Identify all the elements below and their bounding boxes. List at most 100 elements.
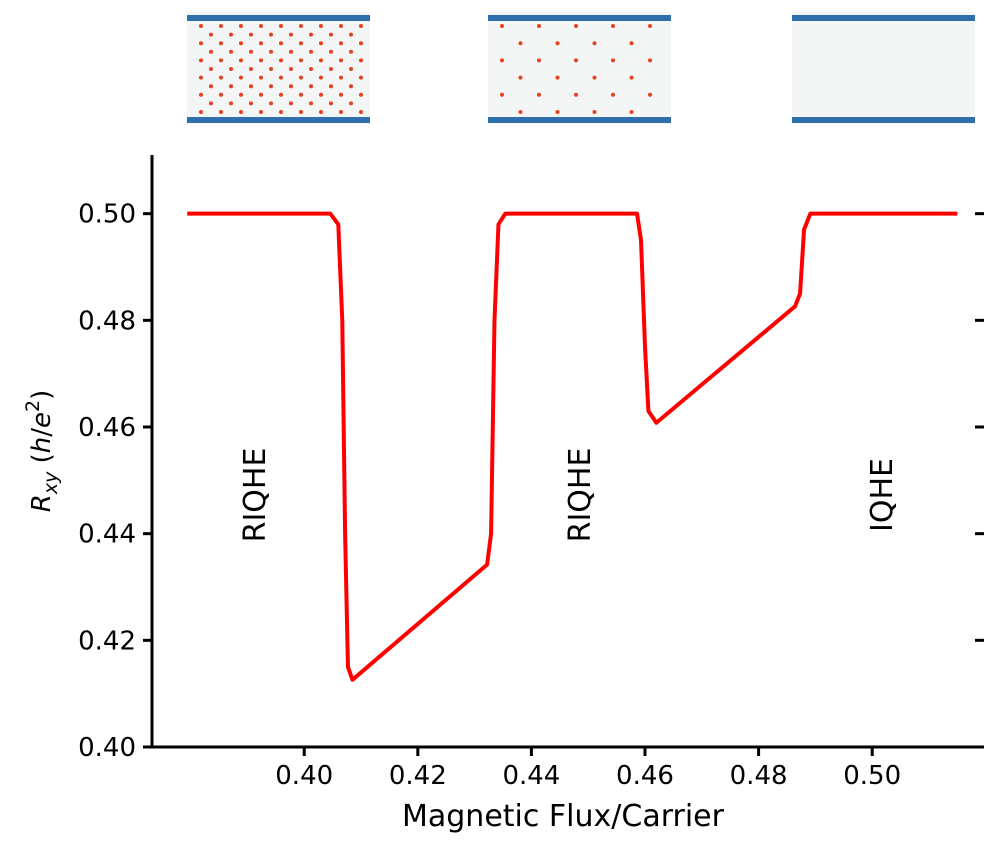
y-label-part: R	[27, 494, 57, 512]
lattice-dot	[239, 58, 243, 63]
lattice-dot	[299, 41, 303, 46]
y-tick-label: 0.42	[78, 626, 136, 656]
lattice-dot	[199, 92, 203, 97]
y-tick-label: 0.50	[78, 200, 136, 230]
lattice-dot	[209, 49, 213, 54]
lattice-dot	[339, 92, 343, 97]
lattice-dot	[299, 110, 303, 114]
lattice-dot	[537, 58, 541, 63]
lattice-dot	[239, 75, 243, 80]
y-label-part: h	[27, 437, 57, 453]
lattice-dot	[339, 58, 343, 63]
lattice-dot	[309, 49, 313, 54]
lattice-dot	[574, 24, 578, 28]
lattice-dot	[611, 24, 615, 28]
lattice-dot	[259, 110, 263, 114]
y-label-part: )	[27, 390, 57, 400]
lattice-dot	[648, 58, 652, 63]
lattice-dot	[289, 67, 293, 71]
x-tick-label: 0.40	[275, 761, 333, 791]
y-tick-label: 0.46	[78, 413, 136, 443]
annotation: RIQHE	[563, 448, 598, 543]
y-label-part: xy	[40, 471, 62, 495]
lattice-dot	[518, 75, 523, 80]
lattice-dot	[279, 24, 283, 28]
lattice-dot	[249, 67, 253, 71]
lattice-dot	[239, 92, 243, 97]
x-tick-label: 0.42	[389, 761, 447, 791]
lattice-dot	[229, 84, 233, 89]
lattice-dot	[319, 58, 323, 63]
lattice-dot	[319, 24, 323, 28]
lattice-dot	[199, 110, 203, 114]
lattice-dot	[229, 49, 233, 54]
lattice-dot	[349, 101, 353, 106]
lattice-dot	[299, 24, 303, 28]
lattice-dot	[219, 92, 223, 97]
x-tick-label: 0.44	[502, 761, 560, 791]
lattice-dot	[199, 75, 203, 80]
lattice-dot	[339, 41, 343, 46]
lattice-dot	[269, 49, 273, 54]
panel-bg	[792, 12, 975, 124]
lattice-dot	[229, 101, 233, 106]
lattice-dot	[199, 24, 203, 28]
lattice-dot	[269, 32, 273, 37]
lattice-panels	[187, 12, 975, 124]
lattice-dot	[259, 41, 263, 46]
lattice-dot	[611, 58, 615, 63]
panel-edge	[792, 15, 975, 21]
lattice-dot	[279, 41, 283, 46]
x-tick-label: 0.50	[843, 761, 901, 791]
lattice-dot	[209, 67, 213, 71]
lattice-dot	[555, 41, 560, 46]
lattice-dot	[289, 101, 293, 106]
y-tick-label: 0.40	[78, 733, 136, 763]
lattice-dot	[359, 75, 363, 80]
lattice-dot	[259, 92, 263, 97]
lattice-dot	[209, 32, 213, 37]
lattice-dot	[229, 32, 233, 37]
lattice-dot	[219, 58, 223, 63]
lattice-dot	[537, 92, 541, 97]
y-tick-label: 0.48	[78, 306, 136, 336]
lattice-dot	[611, 92, 615, 97]
lattice-dot	[239, 41, 243, 46]
lattice-dot	[329, 49, 333, 54]
lattice-dot	[629, 41, 634, 46]
lattice-dot	[219, 41, 223, 46]
y-tick-label: 0.44	[78, 520, 136, 550]
lattice-dot	[259, 58, 263, 63]
lattice-dot	[259, 24, 263, 28]
panel-bg	[187, 12, 370, 124]
lattice-dot	[239, 110, 243, 114]
panel-bg	[488, 12, 671, 124]
panel-edge	[488, 117, 671, 123]
lattice-dot	[309, 67, 313, 71]
lattice-dot	[329, 101, 333, 106]
lattice-dot	[309, 32, 313, 37]
lattice-dot	[359, 41, 363, 46]
lattice-dot	[279, 92, 283, 97]
lattice-dot	[349, 67, 353, 71]
lattice-dot	[279, 110, 283, 114]
lattice-dot	[555, 110, 560, 114]
lattice-dot	[329, 84, 333, 89]
lattice-dot	[289, 84, 293, 89]
x-tick-label: 0.48	[730, 761, 788, 791]
lattice-dot	[592, 41, 597, 46]
lattice-dot	[289, 32, 293, 37]
x-tick-label: 0.46	[616, 761, 674, 791]
lattice-dot	[279, 58, 283, 63]
x-axis-label: Magnetic Flux/Carrier	[402, 799, 725, 834]
lattice-dot	[209, 84, 213, 89]
lattice-dot	[349, 32, 353, 37]
lattice-dot	[319, 110, 323, 114]
y-label-part: /	[27, 428, 57, 437]
lattice-dot	[309, 101, 313, 106]
lattice-dot	[249, 49, 253, 54]
y-label-part: e	[27, 412, 57, 428]
lattice-dot	[339, 75, 343, 80]
lattice-dot	[279, 75, 283, 80]
